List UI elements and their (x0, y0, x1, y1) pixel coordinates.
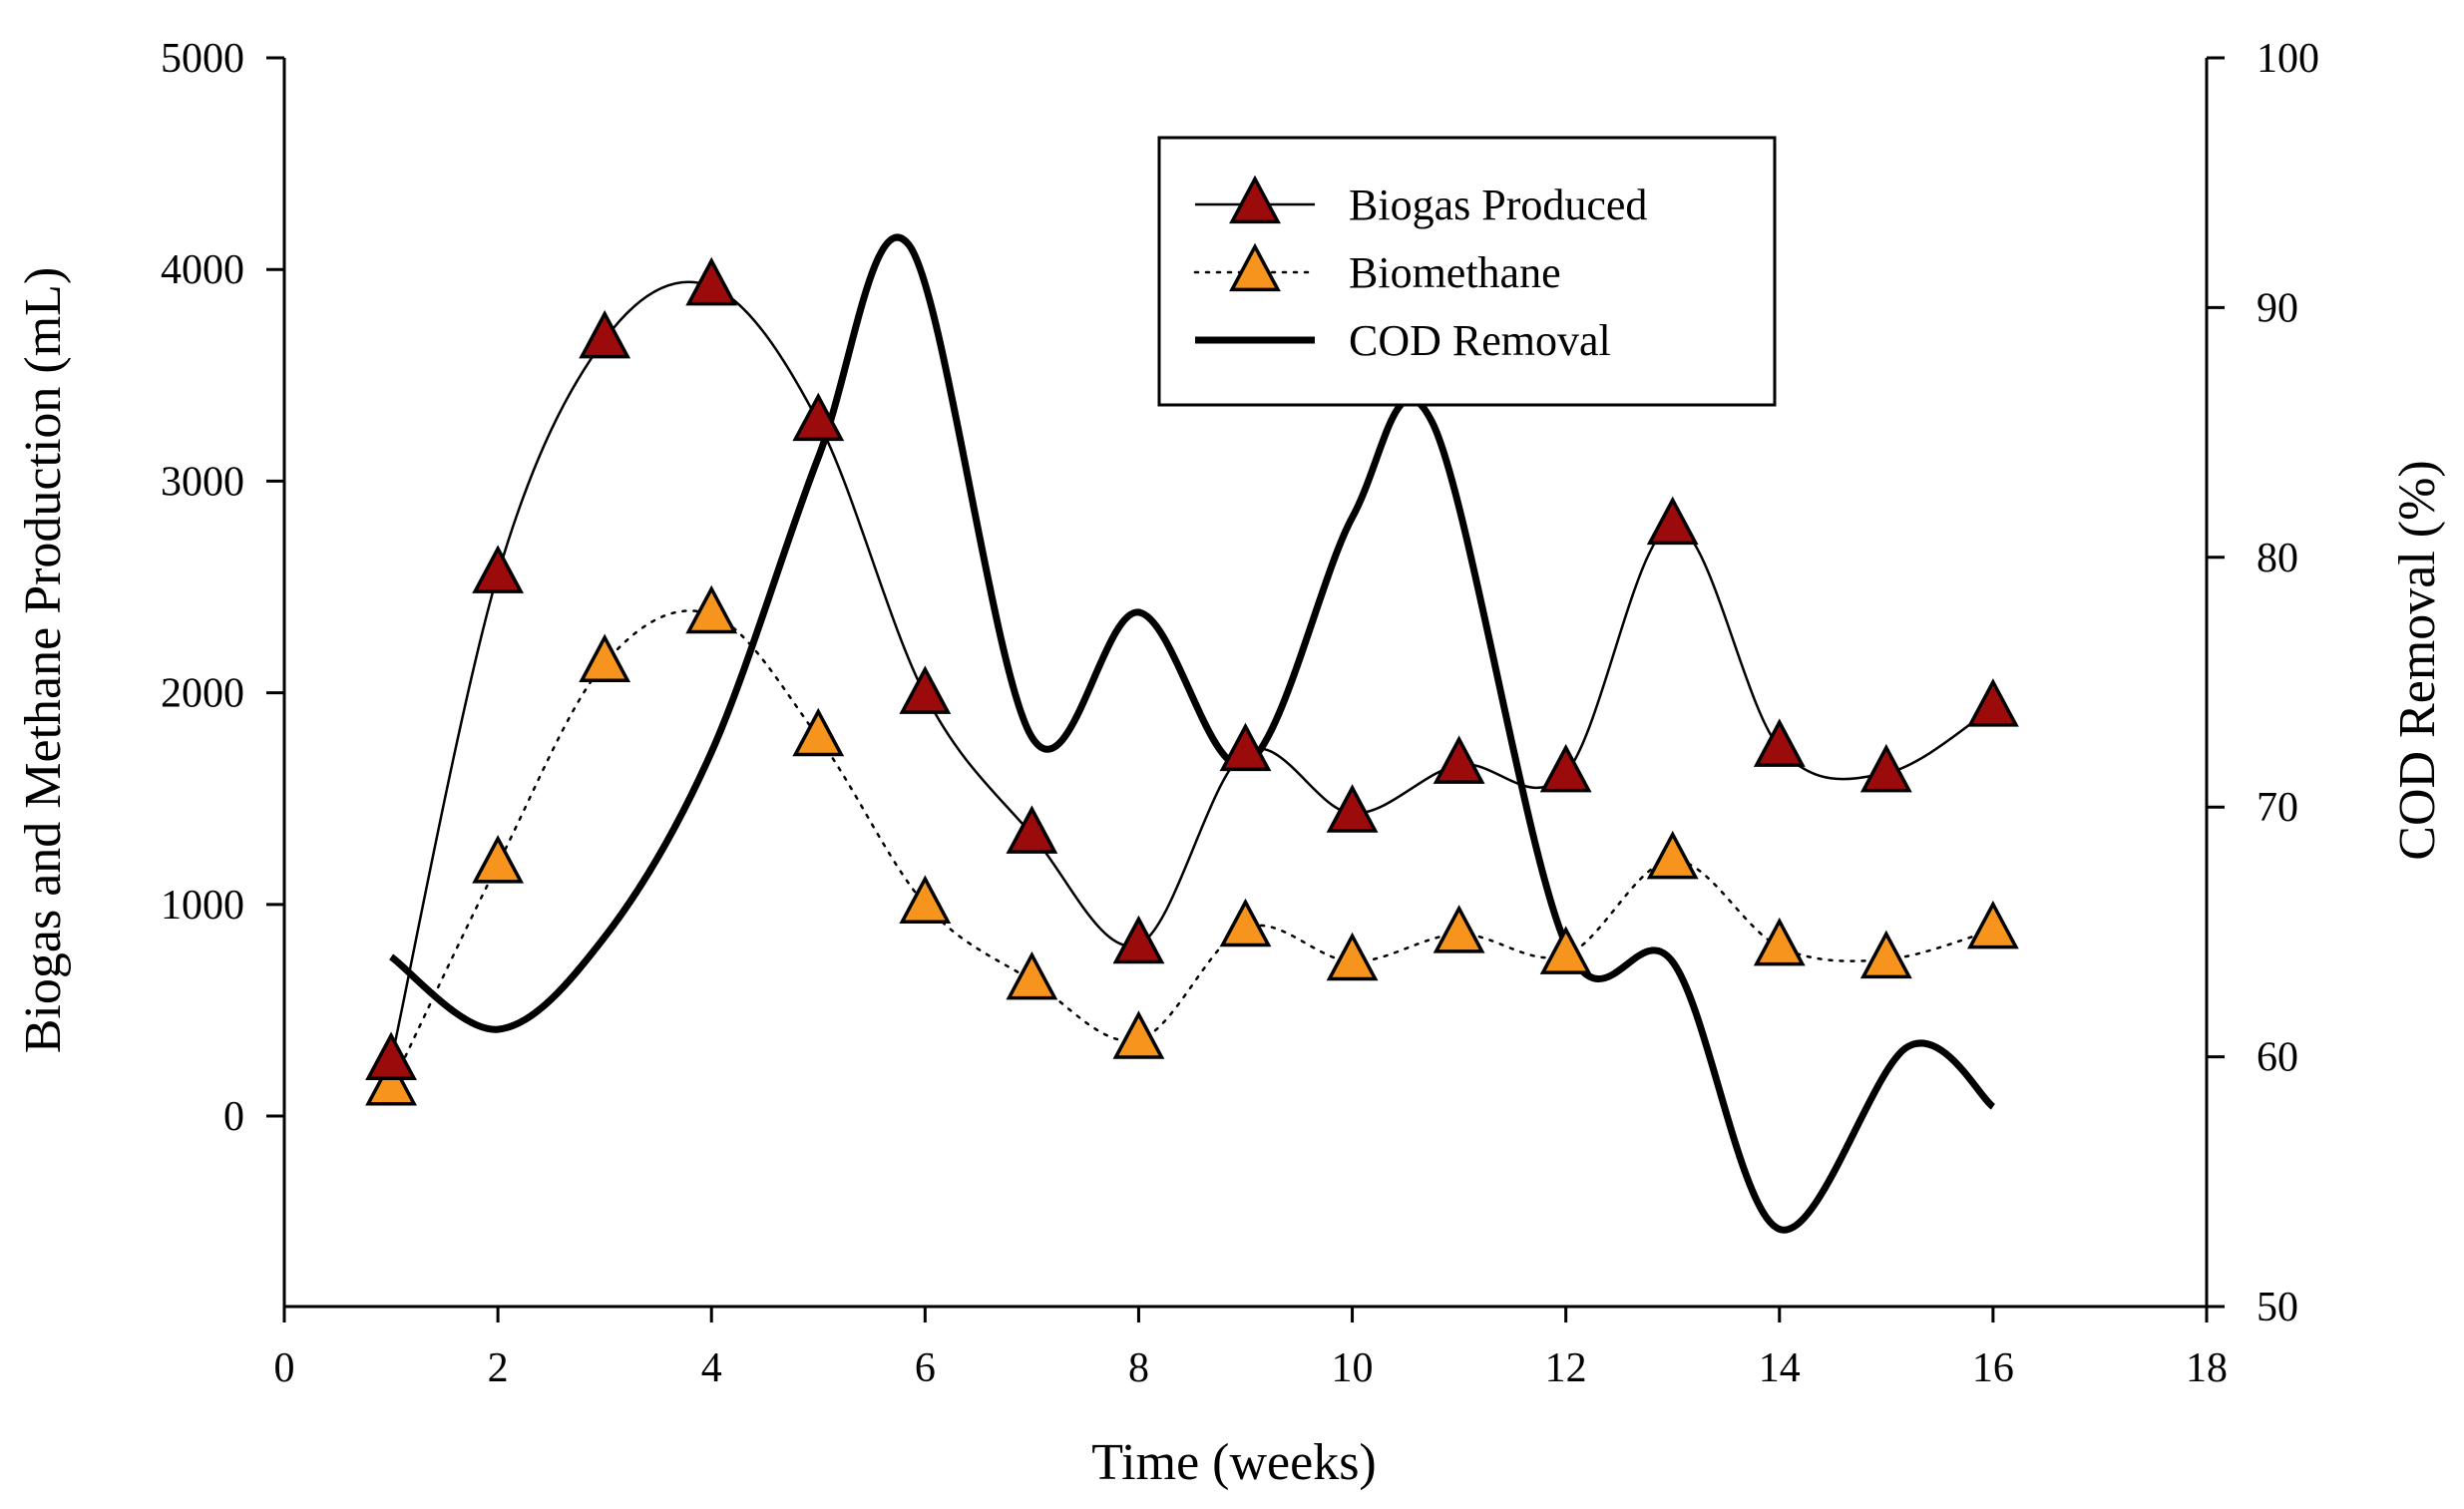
y-left-axis: 0 1000 2000 3000 4000 5000 (161, 36, 284, 1140)
legend-biomethane-marker (1229, 242, 1281, 292)
x-axis-title: Time (weeks) (1091, 1434, 1377, 1491)
y-right-axis: 50 60 70 80 90 100 (2207, 36, 2319, 1330)
series-layer (365, 233, 2019, 1234)
x-tick-label: 0 (274, 1345, 295, 1391)
biogas-produced-point (1966, 678, 2019, 727)
biomethane-point (1646, 830, 1699, 880)
y-right-tick-label: 100 (2257, 36, 2319, 82)
x-tick-label: 12 (1545, 1345, 1587, 1391)
x-tick-label: 6 (915, 1345, 936, 1391)
biomethane-point (1433, 905, 1485, 953)
legend-biogas-produced-marker (1229, 175, 1281, 224)
y-left-tick-label: 5000 (161, 36, 244, 82)
legend-biogas-produced-label: Biogas Produced (1349, 181, 1647, 229)
biomethane-point (899, 875, 952, 924)
y-left-tick-label: 0 (223, 1094, 244, 1140)
biomethane-point (1859, 930, 1912, 979)
y-right-tick-label: 60 (2257, 1035, 2298, 1081)
x-tick-label: 10 (1332, 1345, 1374, 1391)
biomethane-point (1753, 917, 1806, 966)
biogas-produced-point (365, 1031, 417, 1080)
biogas-produced-point (1646, 496, 1699, 546)
biogas-produced-point (1859, 743, 1912, 793)
y-right-tick-label: 70 (2257, 785, 2298, 831)
biomethane-point (1539, 926, 1592, 974)
biomethane-point (1326, 932, 1379, 981)
y-left-tick-label: 3000 (161, 459, 244, 505)
biogas-produced-point (792, 392, 845, 442)
biogas-produced-point (1539, 743, 1592, 793)
biomethane-point (1966, 900, 2019, 949)
x-tick-label: 16 (1972, 1345, 2014, 1391)
biomethane-point (365, 1056, 417, 1106)
y-right-axis-title: COD Removal (%) (2389, 460, 2446, 860)
biogas-produced-point (472, 545, 525, 593)
legend-cod-removal-label: COD Removal (1349, 316, 1611, 365)
y-left-tick-label: 4000 (161, 247, 244, 293)
plot-frame (282, 58, 2209, 1309)
y-right-tick-label: 80 (2257, 536, 2298, 581)
biogas-produced-point (579, 309, 631, 359)
biomethane-point (1112, 1010, 1165, 1059)
biomethane-point (1219, 898, 1272, 947)
biomethane-point (685, 584, 738, 634)
x-tick-label: 8 (1128, 1345, 1149, 1391)
biogas-produced-point (1006, 805, 1058, 854)
cod-removal-line (388, 233, 1996, 1234)
biogas-produced-point (685, 256, 738, 306)
y-right-tick-label: 50 (2257, 1285, 2298, 1330)
y-right-tick-label: 90 (2257, 285, 2298, 331)
y-left-tick-label: 2000 (161, 671, 244, 717)
biogas-produced-point (1219, 722, 1272, 772)
biogas-produced-point (1433, 735, 1485, 784)
x-tick-label: 4 (701, 1345, 722, 1391)
y-left-tick-label: 1000 (161, 883, 244, 929)
biogas-produced-point (1326, 784, 1379, 833)
biogas-produced-point (1112, 915, 1165, 964)
biogas-produced-point (1753, 718, 1806, 767)
legend-biomethane-label: Biomethane (1349, 248, 1561, 297)
legend: Biogas Produced Biomethane COD Removal (1157, 136, 1777, 407)
x-tick-label: 2 (488, 1345, 509, 1391)
biomethane-point (792, 707, 845, 757)
biomethane-point (1006, 950, 1058, 1000)
biomethane-point (579, 633, 631, 683)
x-tick-label: 18 (2186, 1345, 2228, 1391)
x-axis: 0 2 4 6 8 10 12 14 16 18 (274, 1307, 2228, 1391)
biomethane-point (472, 835, 525, 884)
y-left-axis-title: Biogas and Methane Production (mL) (15, 267, 72, 1054)
x-tick-label: 14 (1759, 1345, 1801, 1391)
biogas-produced-point (899, 665, 952, 714)
